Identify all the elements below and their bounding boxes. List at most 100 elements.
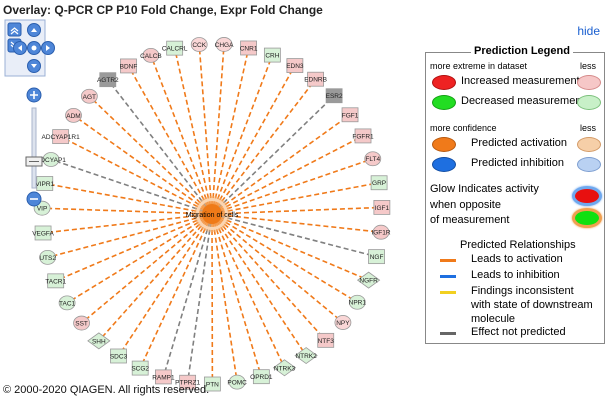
- copyright-text: © 2000-2020 QIAGEN. All rights reserved.: [3, 384, 210, 396]
- node-chga[interactable]: CHGA: [215, 37, 234, 52]
- node-agtr2[interactable]: AGTR2: [97, 72, 119, 88]
- edge-igf1r: [211, 213, 382, 234]
- node-bdnf[interactable]: BDNF: [120, 58, 138, 74]
- node-igf1r[interactable]: IGF1R: [371, 224, 391, 240]
- glow-label-1: Glow Indicates activity: [430, 183, 539, 195]
- zoom-in-button[interactable]: [26, 87, 42, 103]
- node-ntrk2[interactable]: NTRK2: [294, 347, 318, 365]
- node-label: FGFR1: [352, 133, 374, 140]
- edge-edn3: [211, 65, 296, 215]
- leads-to-inhibition-label: Leads to inhibition: [471, 269, 560, 281]
- node-crh[interactable]: CRH: [263, 47, 281, 63]
- node-vegfa[interactable]: VEGFA: [32, 225, 55, 241]
- node-npy[interactable]: NPY: [334, 315, 352, 330]
- zoom-slider-thumb[interactable]: [25, 156, 43, 167]
- node-npr1[interactable]: NPR1: [349, 294, 367, 310]
- node-label: ADCYAP1: [36, 157, 66, 164]
- more-confidence-label: more confidence: [430, 123, 497, 133]
- increased-strong-swatch: [432, 75, 456, 90]
- edge-uts2: [47, 213, 213, 259]
- edge-fgf1: [211, 114, 351, 215]
- pan-up-button[interactable]: [27, 23, 41, 37]
- node-calcb[interactable]: CALCB: [140, 47, 162, 63]
- edge-shh: [98, 213, 213, 342]
- node-agt[interactable]: AGT: [80, 88, 98, 104]
- edge-npr1: [211, 213, 358, 303]
- edge-igf1: [211, 206, 382, 215]
- node-esr2[interactable]: ESR2: [326, 88, 343, 104]
- node-adcyap1r1[interactable]: ADCYAP1R1: [42, 129, 81, 145]
- node-flt4[interactable]: FLT4: [364, 151, 382, 167]
- node-label: VIPR1: [35, 181, 54, 188]
- zoom-out-button[interactable]: [26, 191, 42, 207]
- node-igf1[interactable]: IGF1: [373, 200, 391, 215]
- node-sdc3[interactable]: SDC3: [110, 348, 128, 364]
- less-label-2: less: [580, 123, 597, 133]
- node-label: PTPRZ1: [175, 380, 200, 387]
- node-label: IGF1: [375, 205, 390, 212]
- node-tac1[interactable]: TAC1: [58, 295, 76, 311]
- pan-left-button[interactable]: [13, 41, 27, 55]
- node-ngf[interactable]: NGF: [368, 249, 385, 265]
- node-adm[interactable]: ADM: [65, 107, 82, 123]
- node-label: ADCYAP1R1: [42, 134, 81, 141]
- edge-ntrk3: [211, 213, 286, 369]
- edge-vegfa: [42, 213, 213, 234]
- node-adcyap1[interactable]: ADCYAP1: [36, 152, 66, 167]
- node-ednrb[interactable]: EDNRB: [304, 71, 327, 87]
- inhibition-strong-swatch: [432, 157, 456, 172]
- node-label: VEGFA: [32, 230, 54, 237]
- node-ngfr[interactable]: NGFR: [356, 271, 381, 289]
- node-label: UTS2: [39, 255, 56, 262]
- node-sst[interactable]: SST: [73, 315, 90, 331]
- collapse-up-button[interactable]: [7, 22, 22, 37]
- node-cnr1[interactable]: CNR1: [240, 40, 258, 56]
- leads-to-activation-label: Leads to activation: [471, 253, 563, 265]
- node-vipr1[interactable]: VIPR1: [35, 176, 55, 191]
- node-ntrk3[interactable]: NTRK3: [272, 359, 297, 377]
- node-label: CNR1: [240, 45, 258, 52]
- node-oprd1[interactable]: OPRD1: [250, 369, 273, 385]
- node-label: FLT4: [365, 156, 380, 163]
- pan-right-button[interactable]: [41, 41, 55, 55]
- edge-tac1: [66, 213, 213, 304]
- node-shh[interactable]: SHH: [87, 332, 111, 350]
- pan-down-button[interactable]: [27, 59, 41, 73]
- node-fgfr1[interactable]: FGFR1: [352, 128, 374, 144]
- edge-flt4: [211, 157, 374, 215]
- node-label: NGFR: [359, 278, 378, 285]
- decreased-weak-swatch: [577, 95, 601, 110]
- edge-vipr1: [44, 182, 213, 215]
- edge-esr2: [211, 95, 335, 215]
- edge-calcrl: [173, 47, 213, 215]
- node-pomc[interactable]: POMC: [227, 374, 247, 390]
- node-label: IGF1R: [371, 230, 390, 237]
- node-scg2[interactable]: SCG2: [131, 360, 149, 376]
- node-tacr1[interactable]: TACR1: [45, 273, 66, 289]
- pan-center-button[interactable]: [27, 41, 41, 55]
- node-fgf1[interactable]: FGF1: [341, 107, 359, 123]
- node-edn3[interactable]: EDN3: [286, 58, 304, 73]
- node-ptn[interactable]: PTN: [203, 376, 221, 392]
- activation-weak-swatch: [577, 137, 601, 152]
- not-predicted-label: Effect not predicted: [471, 326, 566, 338]
- center-node[interactable]: [202, 204, 222, 224]
- node-ramp1[interactable]: RAMP1: [152, 369, 175, 385]
- node-label: CALCB: [140, 53, 162, 60]
- node-calcrl[interactable]: CALCRL: [162, 40, 188, 56]
- hide-legend-link[interactable]: hide: [577, 24, 600, 38]
- node-ntf3[interactable]: NTF3: [317, 332, 335, 348]
- node-label: SDC3: [110, 353, 128, 360]
- node-label: CALCRL: [162, 46, 188, 53]
- node-label: TACR1: [45, 278, 66, 285]
- node-label: ADM: [66, 113, 80, 120]
- node-uts2[interactable]: UTS2: [39, 249, 56, 265]
- edge-sdc3: [117, 213, 213, 357]
- zoom-slider-track[interactable]: [31, 107, 37, 189]
- edges-layer: [42, 44, 382, 385]
- node-grp[interactable]: GRP: [370, 175, 388, 191]
- node-ptprz1[interactable]: PTPRZ1: [175, 374, 200, 390]
- edge-ngf: [211, 213, 377, 258]
- node-cck[interactable]: CCK: [190, 37, 208, 52]
